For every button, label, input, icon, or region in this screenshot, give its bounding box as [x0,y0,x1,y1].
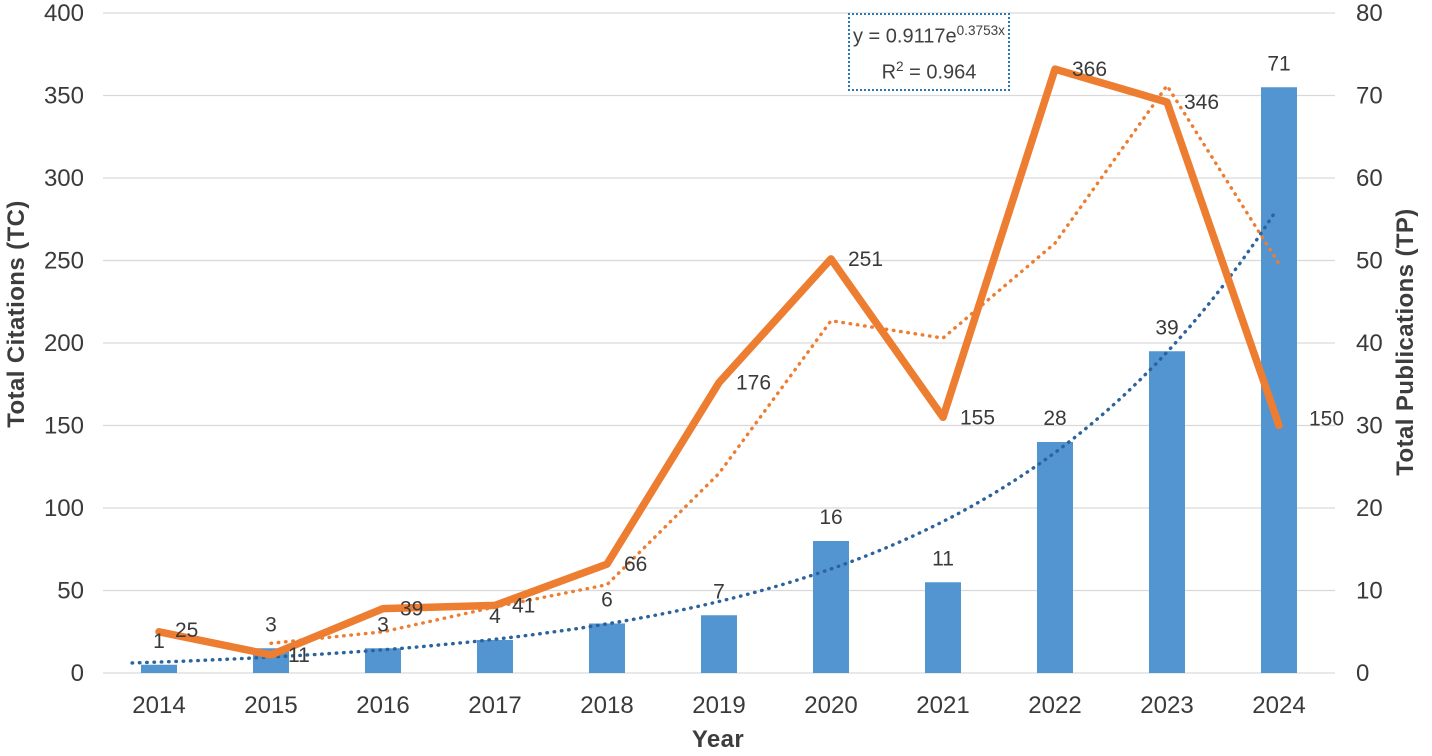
tc-value-label: 150 [1309,408,1344,431]
tp-exponential-trendline [130,211,1277,665]
bar-2014 [141,664,177,673]
year-tick-label: 2019 [692,692,745,719]
left-axis-tick-label: 150 [44,413,84,440]
left-axis-tick-label: 50 [57,578,84,605]
right-axis-tick-label: 40 [1356,330,1383,357]
tp-value-label: 16 [819,506,842,529]
tc-line [155,65,1283,659]
tc-value-label: 155 [960,406,995,429]
right-axis-tick-label: 20 [1356,495,1383,522]
right-axis-tick-label: 0 [1356,660,1369,687]
x-axis-title: Year [691,726,745,753]
tc-value-label: 66 [624,553,647,576]
right-axis-tick-label: 10 [1356,578,1383,605]
right-axis-tick-label: 70 [1356,83,1383,110]
r2-base: R [881,61,897,84]
left-axis-tick-label: 200 [44,330,84,357]
bar-2023 [1149,351,1185,673]
tc-moving-average-line [269,82,1281,645]
tc-value-label: 39 [400,598,423,621]
trendline-equation: y = 0.9117e0.3753x [853,16,1005,52]
r-squared: R2 = 0.964 [882,52,977,88]
right-axis-tick-label: 60 [1356,165,1383,192]
tp-value-label: 71 [1267,52,1290,75]
left-axis-tick-label: 250 [44,248,84,275]
tc-value-label: 41 [512,594,535,617]
tc-value-label: 366 [1072,58,1107,81]
equation-exponent: 0.3753x [956,23,1005,39]
tc-value-label: 25 [175,619,198,642]
right-axis-tick-label: 80 [1356,0,1383,27]
bar-2018 [589,623,625,673]
left-axis-tick-label: 0 [71,660,84,687]
tp-value-label: 28 [1043,407,1066,430]
year-tick-label: 2015 [244,692,297,719]
tp-value-label: 11 [932,547,954,570]
bar-2020 [813,541,849,673]
tc-value-label: 251 [848,248,883,271]
tp-value-label: 1 [153,630,165,653]
r2-superscript: 2 [896,59,904,74]
bar-2017 [477,640,513,673]
tc-value-label: 11 [288,644,310,667]
year-tick-label: 2017 [468,692,521,719]
year-tick-label: 2024 [1252,692,1305,719]
year-tick-label: 2014 [132,692,185,719]
bar-2019 [701,615,737,673]
tp-value-label: 39 [1155,316,1178,339]
bar-2022 [1037,442,1073,673]
tc-value-label: 176 [736,372,771,395]
tc-value-label: 346 [1184,91,1219,114]
tp-value-label: 3 [265,613,277,636]
tp-value-label: 4 [489,605,501,628]
equation-base: y = 0.9117e [853,26,957,48]
left-axis-tick-label: 400 [44,0,84,27]
year-tick-label: 2020 [804,692,857,719]
bar-2016 [365,648,401,673]
year-tick-label: 2022 [1028,692,1081,719]
left-axis-tick-label: 350 [44,83,84,110]
bar-2021 [925,582,961,673]
r2-rest: = 0.964 [903,61,977,84]
left-axis-title: Total Citations (TC) [3,200,30,428]
year-tick-label: 2023 [1140,692,1193,719]
right-axis-tick-label: 50 [1356,248,1383,275]
year-tick-label: 2018 [580,692,633,719]
left-axis-tick-label: 300 [44,165,84,192]
year-tick-label: 2016 [356,692,409,719]
year-tick-label: 2021 [916,692,969,719]
left-axis-tick-label: 100 [44,495,84,522]
right-axis-tick-label: 30 [1356,413,1383,440]
trendline-equation-box: y = 0.9117e0.3753x R2 = 0.964 [848,13,1010,91]
right-axis-title: Total Publications (TP) [1392,208,1419,476]
tp-value-label: 7 [713,580,725,603]
tp-value-label: 3 [377,613,389,636]
tp-value-label: 6 [601,589,613,612]
